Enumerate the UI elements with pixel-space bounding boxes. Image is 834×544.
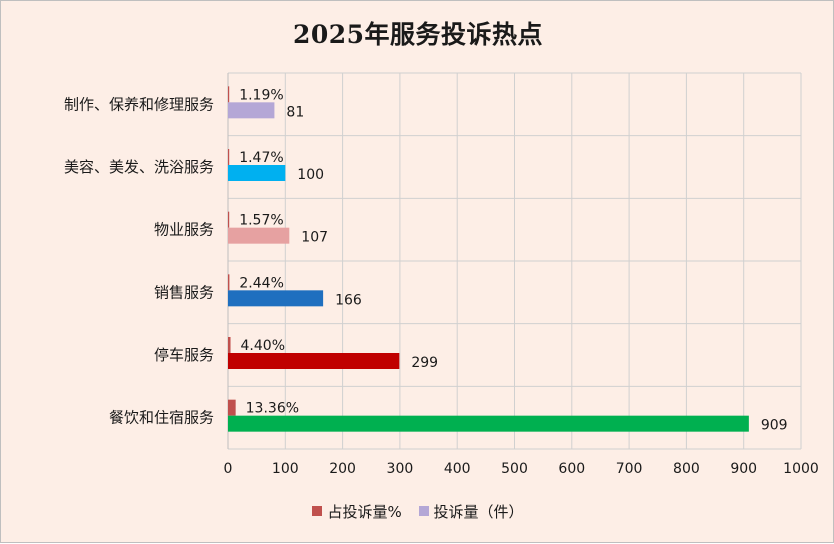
count-data-label: 107 (301, 230, 328, 246)
x-tick-label: 300 (387, 461, 414, 477)
x-tick-label: 200 (329, 461, 356, 477)
x-tick-label: 500 (501, 461, 528, 477)
x-tick-label: 900 (730, 461, 757, 477)
bar-layer (228, 86, 749, 432)
legend-item-count: 投诉量（件） (418, 501, 524, 522)
legend-swatch-percent (312, 506, 323, 516)
x-tick-label: 400 (444, 461, 471, 477)
percent-bar (228, 274, 230, 291)
count-bar (228, 415, 749, 432)
count-data-label: 81 (286, 104, 304, 120)
legend-swatch-count (418, 506, 429, 516)
percent-bar (228, 149, 230, 165)
grid-layer (227, 72, 802, 450)
category-label: 美容、美发、洗浴服务 (64, 158, 214, 176)
x-tick-label: 100 (272, 461, 299, 477)
percent-data-label: 1.47% (239, 150, 283, 166)
count-bar (228, 227, 290, 244)
percent-data-label: 1.57% (239, 213, 283, 229)
category-label: 制作、保养和修理服务 (64, 95, 214, 113)
percent-bar (228, 86, 230, 103)
percent-data-label: 1.19% (239, 87, 283, 103)
count-data-label: 909 (761, 418, 788, 434)
legend: 占投诉量% 投诉量（件） (1, 501, 834, 522)
percent-bar (228, 337, 231, 353)
percent-bar (228, 211, 230, 228)
x-tick-label: 700 (616, 461, 643, 477)
x-tick-label: 800 (673, 461, 700, 477)
category-label: 物业服务 (154, 221, 214, 239)
x-tick-label: 1000 (783, 461, 819, 477)
percent-data-label: 2.44% (239, 275, 283, 291)
count-bar (228, 102, 275, 119)
x-tick-label: 600 (558, 461, 585, 477)
count-data-label: 299 (411, 355, 438, 371)
percent-data-label: 13.36% (246, 401, 299, 417)
percent-data-label: 4.40% (241, 338, 285, 354)
count-bar (228, 290, 324, 307)
x-tick-label: 0 (224, 461, 233, 477)
category-label: 销售服务 (154, 283, 214, 301)
label-layer: 0 100 200 300 400 500 600 700 800 900 1000 制作、保养和修理… (64, 87, 819, 477)
category-label: 餐饮和住宿服务 (109, 409, 214, 427)
count-data-label: 100 (297, 167, 324, 183)
count-bar (228, 165, 286, 181)
category-label: 停车服务 (154, 346, 214, 364)
legend-label-count: 投诉量（件） (433, 503, 524, 521)
count-data-label: 166 (335, 292, 362, 308)
percent-bar (228, 399, 236, 416)
legend-label-percent: 占投诉量% (327, 503, 402, 521)
legend-item-percent: 占投诉量% (312, 501, 402, 522)
chart-title: 2025年服务投诉热点 (292, 20, 544, 49)
count-bar (228, 353, 400, 369)
